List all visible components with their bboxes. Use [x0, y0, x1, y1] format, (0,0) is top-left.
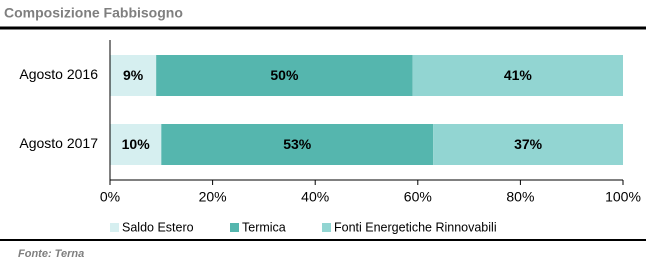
x-tick-label: 20% — [199, 189, 227, 205]
x-tick-label: 40% — [301, 189, 329, 205]
data-label: 37% — [514, 136, 543, 152]
y-tick-label: Agosto 2017 — [19, 135, 98, 151]
data-label: 41% — [504, 67, 533, 83]
y-tick-label: Agosto 2016 — [19, 66, 98, 82]
x-tick-label: 0% — [100, 189, 120, 205]
bar-segment — [412, 55, 623, 96]
chart-title: Composizione Fabbisogno — [4, 5, 183, 21]
source: Fonte: Terna — [18, 248, 84, 260]
legend-label: Saldo Estero — [122, 220, 194, 234]
legend-swatch — [110, 223, 119, 232]
bar-segment — [433, 124, 623, 165]
x-tick-label: 100% — [605, 189, 641, 205]
legend-label: Fonti Energetiche Rinnovabili — [334, 220, 497, 234]
x-tick-label: 80% — [506, 189, 534, 205]
legend-swatch — [230, 223, 239, 232]
data-label: 53% — [283, 136, 312, 152]
legend-swatch — [322, 223, 331, 232]
data-label: 9% — [123, 67, 144, 83]
bar-segment — [110, 124, 162, 165]
bar-segment — [156, 55, 413, 96]
bar-segment — [161, 124, 434, 165]
x-tick-label: 60% — [404, 189, 432, 205]
bar-segment — [110, 55, 157, 96]
legend-label: Termica — [242, 220, 286, 234]
data-label: 10% — [122, 136, 151, 152]
data-label: 50% — [270, 67, 299, 83]
